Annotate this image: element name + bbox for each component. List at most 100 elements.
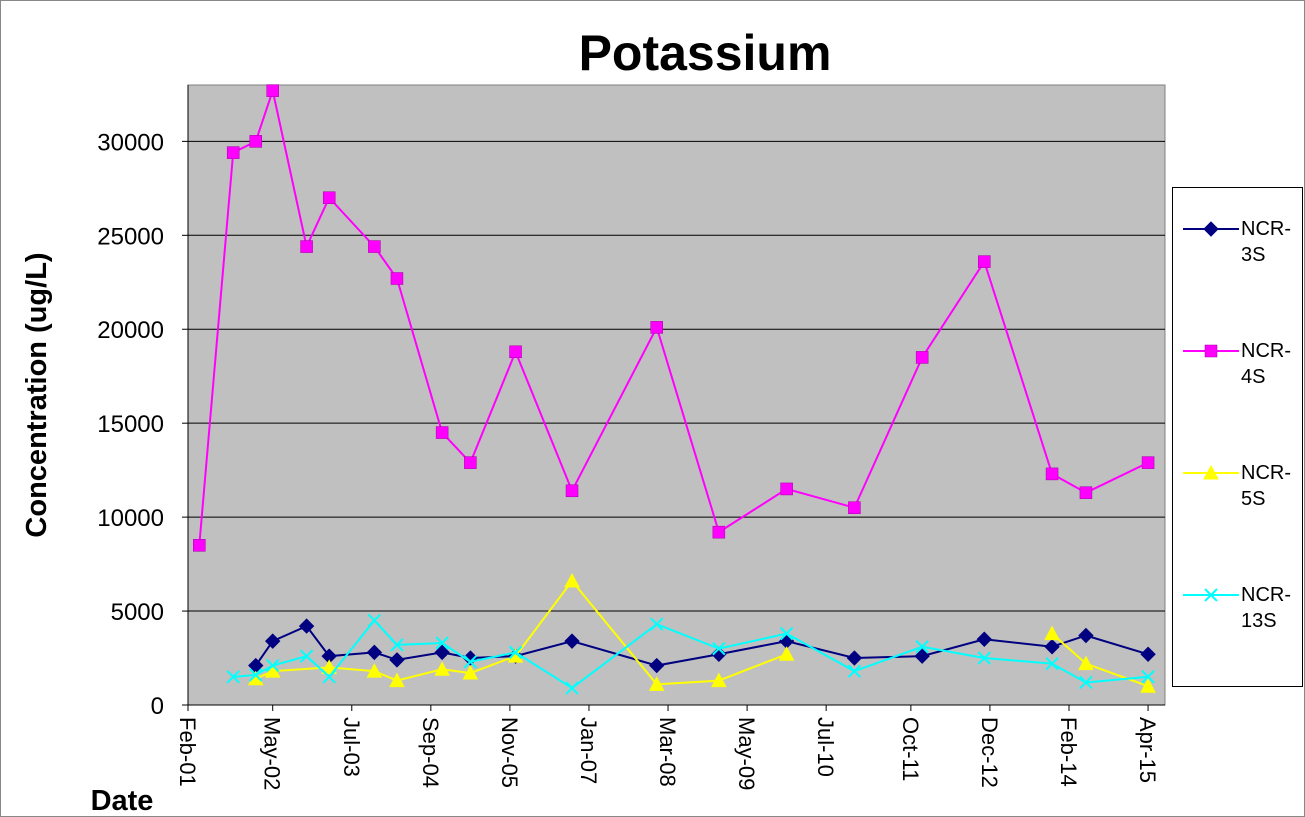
data-point bbox=[508, 645, 523, 660]
data-point bbox=[464, 456, 477, 469]
data-point bbox=[712, 641, 726, 656]
chart-title: Potassium bbox=[579, 25, 832, 81]
y-tick-label: 10000 bbox=[97, 505, 164, 532]
x-tick-label: Jul-10 bbox=[813, 717, 838, 777]
data-point bbox=[1141, 670, 1155, 684]
data-point bbox=[780, 482, 793, 496]
data-point bbox=[298, 618, 315, 634]
data-point bbox=[390, 638, 404, 652]
data-point bbox=[434, 661, 450, 676]
data-point bbox=[1203, 221, 1219, 237]
x-tick-label: Apr-15 bbox=[1135, 717, 1160, 783]
x-tick-label: Feb-14 bbox=[1056, 717, 1081, 787]
legend-label: NCR-13S bbox=[1241, 584, 1291, 632]
data-point bbox=[846, 650, 863, 666]
data-point bbox=[226, 670, 240, 684]
legend-entry: NCR-5S bbox=[1181, 460, 1291, 512]
data-point bbox=[300, 240, 313, 253]
data-point bbox=[976, 631, 992, 647]
data-point bbox=[368, 240, 381, 253]
data-point bbox=[321, 659, 338, 674]
data-point bbox=[1079, 675, 1093, 690]
data-point bbox=[434, 644, 450, 661]
legend-label: NCR-5S bbox=[1241, 462, 1291, 510]
legend-entry: NCR-13S bbox=[1181, 582, 1291, 634]
data-point bbox=[266, 84, 279, 97]
y-tick-label: 30000 bbox=[97, 129, 164, 156]
legend-swatch bbox=[1183, 221, 1239, 237]
data-point bbox=[648, 676, 665, 691]
data-point bbox=[266, 658, 280, 673]
data-point bbox=[389, 672, 405, 688]
data-point bbox=[1141, 456, 1155, 469]
data-point bbox=[1203, 464, 1219, 480]
legend-entry: NCR-3S bbox=[1181, 216, 1291, 268]
legend-swatch bbox=[1183, 344, 1239, 358]
data-point bbox=[1044, 625, 1060, 641]
x-tick-label: May-09 bbox=[734, 717, 759, 790]
x-tick-label: May-02 bbox=[260, 717, 285, 790]
data-point bbox=[711, 672, 727, 688]
data-point bbox=[390, 272, 404, 285]
data-point bbox=[650, 617, 664, 631]
data-point bbox=[193, 539, 206, 552]
data-point bbox=[366, 644, 383, 661]
data-point bbox=[249, 135, 263, 148]
data-point bbox=[1140, 646, 1156, 662]
x-tick-label: Oct-11 bbox=[898, 717, 923, 781]
data-point bbox=[915, 640, 929, 654]
data-point bbox=[915, 351, 929, 364]
y-axis-label: Concentration (ug/L) bbox=[21, 252, 53, 537]
data-point bbox=[1045, 467, 1059, 481]
y-tick-label: 5000 bbox=[111, 599, 164, 626]
data-point bbox=[322, 670, 336, 684]
x-tick-label: Jan-07 bbox=[576, 717, 601, 784]
legend-swatch bbox=[1183, 464, 1239, 480]
data-point bbox=[1140, 678, 1156, 693]
data-point bbox=[1078, 655, 1094, 671]
data-point bbox=[462, 665, 479, 680]
y-tick-label: 25000 bbox=[97, 223, 164, 250]
legend: NCR-3S NCR-4S NCR-5S NCR-13S bbox=[1172, 187, 1303, 687]
data-point bbox=[322, 191, 336, 204]
data-point bbox=[1078, 627, 1094, 644]
data-point bbox=[978, 255, 991, 268]
data-point bbox=[650, 321, 663, 334]
data-point bbox=[564, 633, 580, 649]
data-point bbox=[249, 668, 263, 682]
data-point bbox=[463, 655, 478, 669]
legend-swatch bbox=[1183, 588, 1239, 602]
x-tick-label: Feb-01 bbox=[175, 717, 200, 787]
data-point bbox=[389, 652, 405, 668]
legend-label: NCR-4S bbox=[1241, 340, 1291, 388]
data-point bbox=[264, 663, 281, 678]
data-point bbox=[847, 664, 862, 678]
data-point bbox=[1079, 486, 1093, 499]
y-tick-label: 0 bbox=[151, 693, 164, 720]
x-axis-label: Date bbox=[91, 785, 154, 817]
data-point bbox=[265, 633, 281, 649]
data-point bbox=[848, 501, 861, 514]
data-point bbox=[649, 657, 665, 674]
x-tick-label: Mar-08 bbox=[655, 717, 680, 787]
data-point bbox=[977, 651, 991, 665]
data-point bbox=[435, 426, 449, 439]
data-point bbox=[299, 649, 314, 663]
data-point bbox=[564, 572, 580, 588]
data-point bbox=[1045, 656, 1059, 671]
data-point bbox=[226, 146, 240, 159]
data-point bbox=[565, 484, 579, 498]
y-tick-label: 15000 bbox=[97, 411, 164, 438]
x-tick-label: Dec-12 bbox=[977, 717, 1002, 788]
data-point bbox=[565, 681, 579, 695]
data-point bbox=[779, 626, 794, 641]
data-point bbox=[1204, 588, 1218, 602]
data-point bbox=[367, 613, 382, 628]
y-tick-label: 20000 bbox=[97, 317, 164, 344]
data-point bbox=[366, 663, 383, 678]
data-point bbox=[1044, 639, 1060, 655]
x-tick-label: Nov-05 bbox=[497, 717, 522, 788]
data-point bbox=[1204, 344, 1218, 358]
